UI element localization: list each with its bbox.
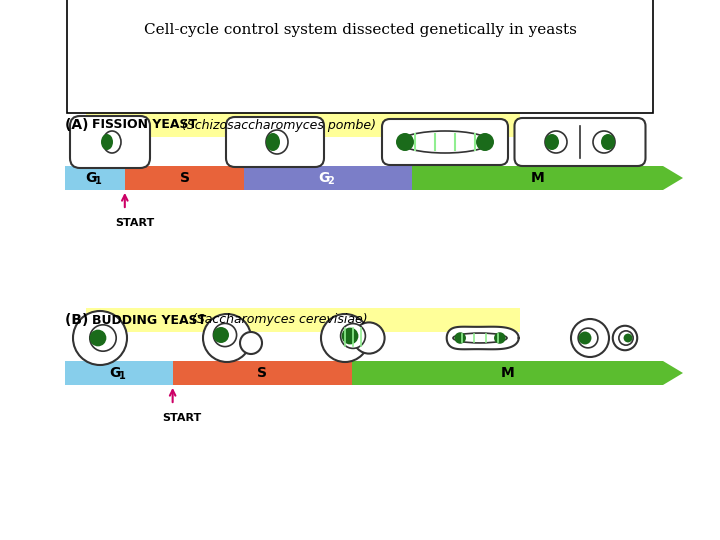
FancyBboxPatch shape [86,113,520,137]
Text: G: G [109,366,120,380]
Text: Cell-cycle control system dissected genetically in yeasts: Cell-cycle control system dissected gene… [143,23,577,37]
Polygon shape [446,327,518,349]
FancyBboxPatch shape [173,361,304,385]
Ellipse shape [266,133,280,151]
Text: BUDDING YEAST: BUDDING YEAST [92,314,211,327]
Polygon shape [302,361,328,385]
Text: FISSION YEAST: FISSION YEAST [92,118,202,132]
Ellipse shape [545,134,559,150]
Polygon shape [311,361,338,385]
Text: G: G [85,171,96,185]
Ellipse shape [400,131,490,153]
FancyBboxPatch shape [70,116,150,168]
Ellipse shape [545,131,567,153]
FancyBboxPatch shape [412,166,663,190]
Polygon shape [292,361,318,385]
FancyBboxPatch shape [515,118,646,166]
Circle shape [341,323,365,348]
FancyBboxPatch shape [65,361,173,385]
Ellipse shape [593,131,615,153]
Ellipse shape [396,133,414,151]
Circle shape [213,323,237,347]
Ellipse shape [601,134,615,150]
Text: (Saccharomyces cerevisiae): (Saccharomyces cerevisiae) [192,314,368,327]
Circle shape [321,314,369,362]
Circle shape [578,328,598,348]
Ellipse shape [103,131,121,153]
Polygon shape [330,361,357,385]
Circle shape [571,319,609,357]
Text: S: S [257,366,267,380]
Text: S: S [179,171,189,185]
FancyBboxPatch shape [382,119,508,165]
Circle shape [624,334,632,342]
FancyBboxPatch shape [65,166,125,190]
Ellipse shape [476,133,494,151]
Circle shape [454,332,466,344]
Circle shape [90,325,116,351]
FancyBboxPatch shape [86,308,520,332]
Circle shape [494,332,505,344]
Text: (B): (B) [65,313,98,327]
Ellipse shape [266,130,288,154]
Polygon shape [321,361,347,385]
Text: 1: 1 [119,371,125,381]
Circle shape [240,332,262,354]
Text: START: START [163,413,202,423]
Polygon shape [340,361,366,385]
Text: M: M [531,171,544,185]
Circle shape [89,329,107,346]
Text: START: START [114,218,154,228]
Circle shape [341,328,359,345]
FancyBboxPatch shape [304,361,352,385]
Circle shape [203,314,251,362]
FancyBboxPatch shape [125,166,244,190]
Text: 2: 2 [328,176,335,186]
Circle shape [613,326,637,350]
FancyBboxPatch shape [244,166,412,190]
Polygon shape [283,361,309,385]
Text: G: G [318,171,330,185]
Text: M: M [500,366,514,380]
Ellipse shape [453,333,507,343]
Text: (A): (A) [65,118,98,132]
Circle shape [354,322,384,354]
FancyBboxPatch shape [352,361,663,385]
Polygon shape [663,361,683,385]
Circle shape [619,331,633,345]
Circle shape [213,327,229,343]
Circle shape [579,332,591,345]
FancyBboxPatch shape [226,117,324,167]
Polygon shape [663,166,683,190]
Text: 1: 1 [94,176,102,186]
Circle shape [73,311,127,365]
Ellipse shape [101,134,113,150]
Text: (Schizosaccharomyces pombe): (Schizosaccharomyces pombe) [182,118,376,132]
